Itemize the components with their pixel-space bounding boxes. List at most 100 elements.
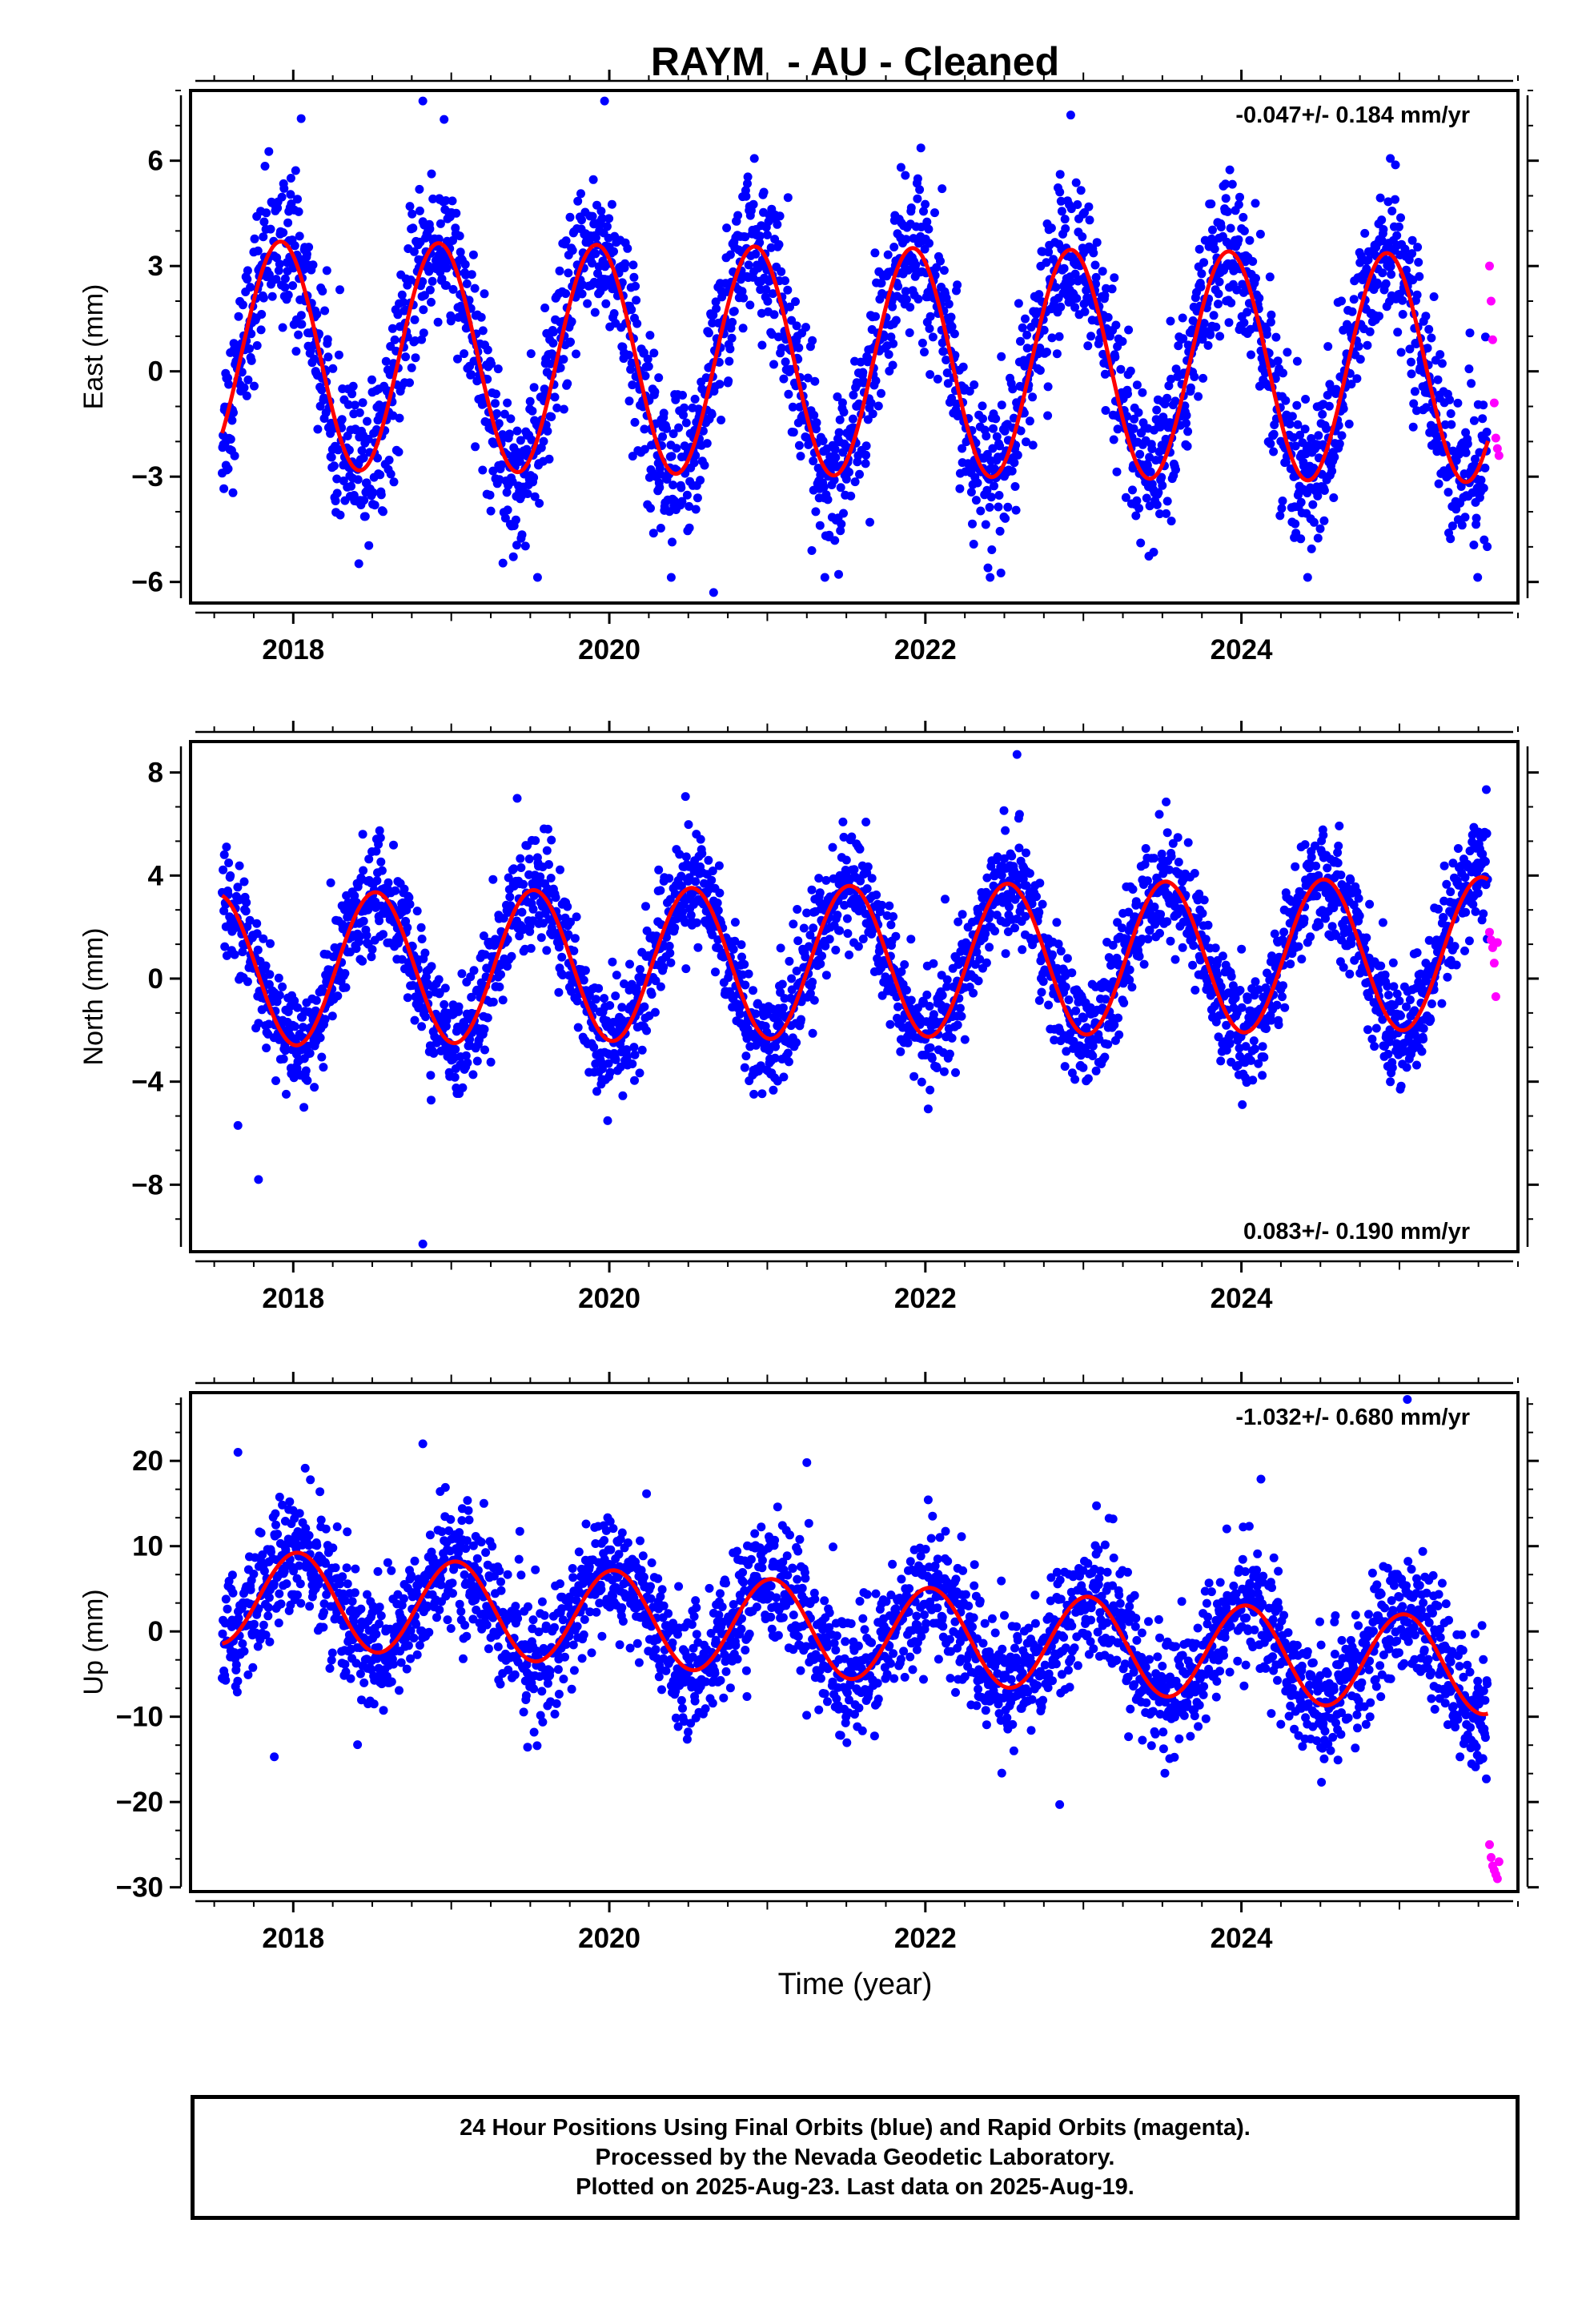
north-final-point <box>290 1022 299 1031</box>
north-final-point <box>1067 968 1077 978</box>
north-final-point <box>825 935 834 944</box>
east-final-point <box>1235 192 1244 202</box>
north-final-point <box>665 874 674 883</box>
north-final-point <box>572 912 581 922</box>
east-final-point <box>323 352 333 362</box>
east-final-point <box>1166 517 1176 526</box>
east-final-point <box>873 401 883 411</box>
east-final-point <box>410 315 420 324</box>
north-final-point <box>635 1068 644 1078</box>
east-final-point <box>856 357 865 367</box>
east-final-point <box>768 289 777 299</box>
east-final-point <box>568 246 577 255</box>
east-data-points <box>218 96 1492 597</box>
north-final-point <box>809 995 819 1005</box>
east-final-point <box>884 350 893 360</box>
east-final-point <box>591 249 600 259</box>
north-final-point <box>278 982 287 991</box>
east-final-point <box>682 490 692 500</box>
east-final-point <box>296 311 306 320</box>
east-final-point <box>1089 248 1098 258</box>
east-final-point <box>831 452 841 462</box>
north-final-point <box>808 1028 817 1038</box>
east-final-point <box>596 207 606 216</box>
north-final-point <box>867 874 877 883</box>
north-final-point <box>1141 844 1150 853</box>
east-final-point <box>1215 332 1225 341</box>
east-final-point <box>996 569 1006 577</box>
east-final-point <box>577 215 586 225</box>
east-final-point <box>467 270 476 279</box>
east-final-point <box>1472 513 1481 523</box>
east-final-point <box>540 304 550 312</box>
north-final-point <box>612 971 621 980</box>
east-final-point <box>681 418 691 428</box>
east-final-point <box>1199 373 1208 383</box>
north-final-point <box>1022 848 1030 858</box>
north-final-point <box>982 958 991 967</box>
north-final-point <box>681 964 691 974</box>
east-final-point <box>769 310 779 320</box>
east-final-point <box>419 305 428 315</box>
east-final-point <box>729 307 739 316</box>
east-final-point <box>630 417 640 427</box>
east-final-point <box>1085 215 1094 225</box>
north-final-point <box>896 1047 905 1056</box>
east-final-point <box>471 442 480 452</box>
north-final-point <box>618 1091 628 1100</box>
east-final-point <box>1182 411 1191 420</box>
east-final-point <box>916 143 926 153</box>
north-final-point <box>1091 1066 1101 1076</box>
east-final-point <box>609 309 619 318</box>
east-final-point <box>266 224 275 234</box>
north-final-point <box>450 1072 460 1082</box>
east-final-point <box>1243 308 1252 317</box>
east-final-point <box>347 389 357 399</box>
east-final-point <box>590 308 600 317</box>
north-final-point <box>1070 1075 1080 1084</box>
north-final-point <box>554 987 564 997</box>
east-final-point <box>712 304 721 313</box>
north-final-point <box>985 943 994 952</box>
north-final-point <box>299 1103 309 1112</box>
east-final-point <box>604 214 614 223</box>
east-final-point <box>334 350 343 360</box>
east-final-point <box>379 507 387 517</box>
east-y-tick-label: 0 <box>148 356 163 388</box>
east-final-point <box>228 488 238 497</box>
east-final-point <box>1138 388 1147 397</box>
east-final-point <box>917 338 927 348</box>
east-final-point <box>646 504 655 513</box>
north-final-point <box>454 1002 464 1011</box>
east-final-point <box>1301 395 1311 404</box>
east-final-point <box>1407 357 1415 367</box>
north-final-point <box>417 1022 427 1031</box>
east-final-point <box>525 396 535 406</box>
north-final-point <box>833 911 842 920</box>
north-final-point <box>713 899 722 907</box>
east-final-point <box>1043 382 1053 392</box>
east-final-point <box>512 426 522 436</box>
north-final-point <box>900 960 909 969</box>
east-final-point <box>990 481 998 491</box>
north-final-point <box>1056 947 1066 956</box>
east-final-point <box>1227 298 1236 308</box>
east-final-point <box>274 266 283 275</box>
east-final-point <box>280 283 290 292</box>
north-final-point <box>239 877 249 887</box>
east-final-point <box>701 373 711 383</box>
north-final-point <box>744 969 753 979</box>
east-final-point <box>784 389 793 399</box>
east-final-point <box>1042 348 1051 357</box>
east-final-point <box>277 192 287 202</box>
east-final-point <box>808 336 817 345</box>
east-final-point <box>985 503 994 512</box>
east-final-point <box>794 343 804 352</box>
east-final-point <box>1072 294 1082 304</box>
east-final-point <box>386 469 396 479</box>
east-final-point <box>322 266 331 275</box>
east-final-point <box>749 154 759 163</box>
east-final-point <box>588 211 597 221</box>
east-final-point <box>823 495 833 505</box>
east-final-point <box>812 418 821 428</box>
